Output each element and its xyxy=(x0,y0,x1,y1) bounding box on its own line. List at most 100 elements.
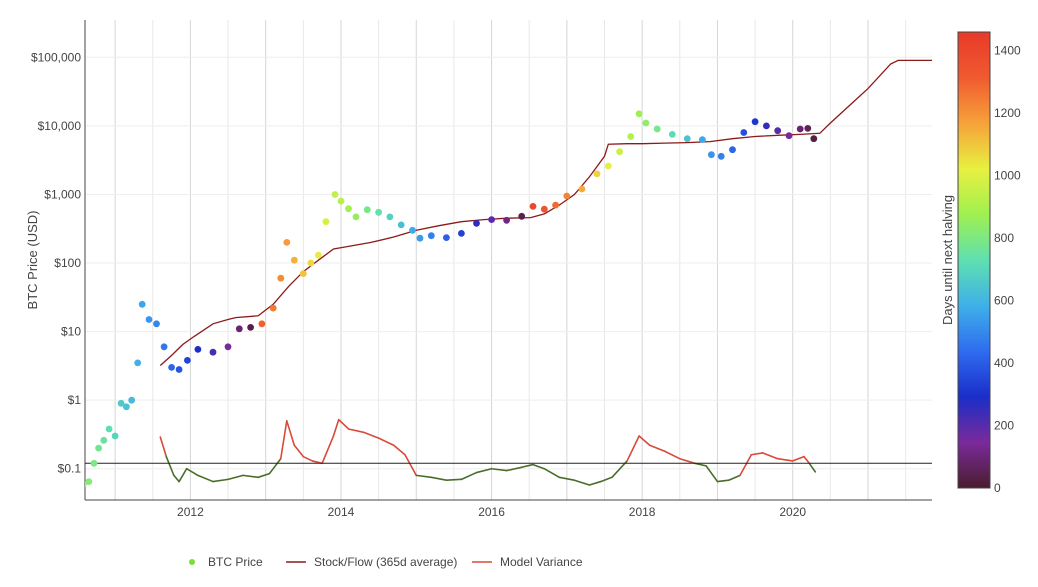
btc-price-point xyxy=(473,219,480,227)
btc-price-point xyxy=(740,129,748,136)
btc-price-point xyxy=(117,399,125,407)
model-variance-segment xyxy=(663,450,681,460)
btc-price-point xyxy=(85,478,93,485)
model-variance-segment xyxy=(185,467,199,477)
model-variance-segment xyxy=(197,474,214,483)
model-variance-segment xyxy=(626,435,640,462)
colorbar-title: Days until next halving xyxy=(940,195,955,325)
btc-price-point xyxy=(95,444,102,452)
model-variance-segment xyxy=(678,457,696,465)
btc-price-point xyxy=(345,205,352,213)
model-variance-segment xyxy=(165,455,175,477)
btc-price-point xyxy=(668,131,676,138)
legend: BTC Price Stock/Flow (365d average) Model … xyxy=(189,555,583,569)
model-variance-segment xyxy=(460,471,478,481)
btc-price-point xyxy=(337,197,345,205)
btc-price-point xyxy=(503,216,510,224)
model-variance-segment xyxy=(558,476,576,482)
btc-price-point xyxy=(409,226,416,234)
model-variance-segment xyxy=(599,476,613,483)
colorbar: 0 200 400 600 800 1000 1200 1400 Days until nex… xyxy=(940,31,1021,495)
model-variance-segment xyxy=(337,418,350,430)
btc-price-point xyxy=(277,274,285,282)
btc-price-point xyxy=(184,357,191,364)
btc-price-point xyxy=(593,170,601,178)
model-variance-segment xyxy=(392,444,406,456)
model-variance-segment xyxy=(302,455,314,462)
btc-price-point xyxy=(299,270,307,277)
btc-price-point xyxy=(458,230,465,237)
model-variance-segment xyxy=(404,453,418,477)
btc-price-point xyxy=(717,152,725,160)
colorbar-tick-label: 0 xyxy=(994,481,1001,495)
model-variance-segment xyxy=(705,465,719,483)
model-variance-segment xyxy=(268,457,282,475)
grid-layer xyxy=(85,20,932,500)
colorbar-tick-label: 400 xyxy=(994,356,1014,370)
btc-price-point xyxy=(785,132,793,140)
model-variance-segment xyxy=(257,472,271,479)
btc-price-point xyxy=(90,459,98,467)
btc-price-point xyxy=(578,185,586,193)
btc-price-point xyxy=(315,251,322,259)
btc-price-point xyxy=(397,221,405,229)
model-variance-segment xyxy=(227,474,244,481)
btc-price-point xyxy=(375,208,382,216)
btc-price-point xyxy=(224,343,232,351)
colorbar-tick-label: 200 xyxy=(994,419,1014,433)
model-variance-segment xyxy=(761,452,779,460)
axis-layer: 2012 2014 2016 2018 2020 $0.1 $1 $10 $100 $1,000 $… xyxy=(31,20,932,519)
btc-price-point xyxy=(331,191,339,198)
model-variance-segment xyxy=(739,453,753,477)
model-variance-segment xyxy=(776,457,794,462)
btc-price-point xyxy=(153,320,160,328)
btc-price-point xyxy=(134,359,142,367)
model-variance-segment xyxy=(543,467,561,479)
model-variance-segment xyxy=(475,467,493,474)
btc-price-point xyxy=(128,396,136,404)
btc-price-point xyxy=(269,304,277,312)
btc-price-point xyxy=(699,136,706,144)
legend-label: Stock/Flow (365d average) xyxy=(314,555,457,569)
btc-price-point xyxy=(443,234,450,242)
btc-price-point xyxy=(386,213,394,221)
model-variance-segment xyxy=(430,476,448,482)
btc-price-point xyxy=(627,133,635,140)
btc-price-point xyxy=(194,346,202,353)
btc-price-point xyxy=(488,216,495,224)
btc-price-point xyxy=(290,256,298,264)
model-variance-segment xyxy=(159,436,168,458)
btc-price-point xyxy=(352,213,360,221)
btc-price-point xyxy=(283,239,291,246)
colorbar-ticks: 0 200 400 600 800 1000 1200 1400 xyxy=(994,44,1021,495)
btc-price-point xyxy=(175,366,183,373)
model-variance-segment xyxy=(332,418,340,437)
btc-price-point xyxy=(427,232,435,240)
legend-marker-btc-price xyxy=(189,559,195,565)
model-variance-segment xyxy=(490,467,508,472)
colorbar-scale xyxy=(957,31,991,489)
btc-price-point xyxy=(168,364,176,371)
btc-price-point xyxy=(804,124,812,132)
model-variance-segment xyxy=(212,478,229,483)
btc-price-point xyxy=(258,320,266,328)
btc-price-point xyxy=(209,348,217,356)
btc-price-point xyxy=(529,203,537,210)
x-tick-label: 2012 xyxy=(177,505,204,519)
legend-label: Model Variance xyxy=(500,555,583,569)
y-tick-label: $100 xyxy=(54,256,81,270)
btc-price-point xyxy=(100,436,108,444)
colorbar-tick-label: 1400 xyxy=(994,44,1021,58)
btc-price-point xyxy=(604,162,612,170)
colorbar-tick-label: 1200 xyxy=(994,106,1021,120)
colorbar-tick-label: 1000 xyxy=(994,169,1021,183)
model-variance-segment xyxy=(178,467,188,483)
model-variance-segment xyxy=(588,480,602,486)
model-variance-segment xyxy=(638,435,651,447)
model-variance-segment xyxy=(321,435,335,465)
model-variance-segment xyxy=(293,444,305,458)
model-variance-segment xyxy=(279,420,288,460)
btc-price-point xyxy=(111,432,119,440)
